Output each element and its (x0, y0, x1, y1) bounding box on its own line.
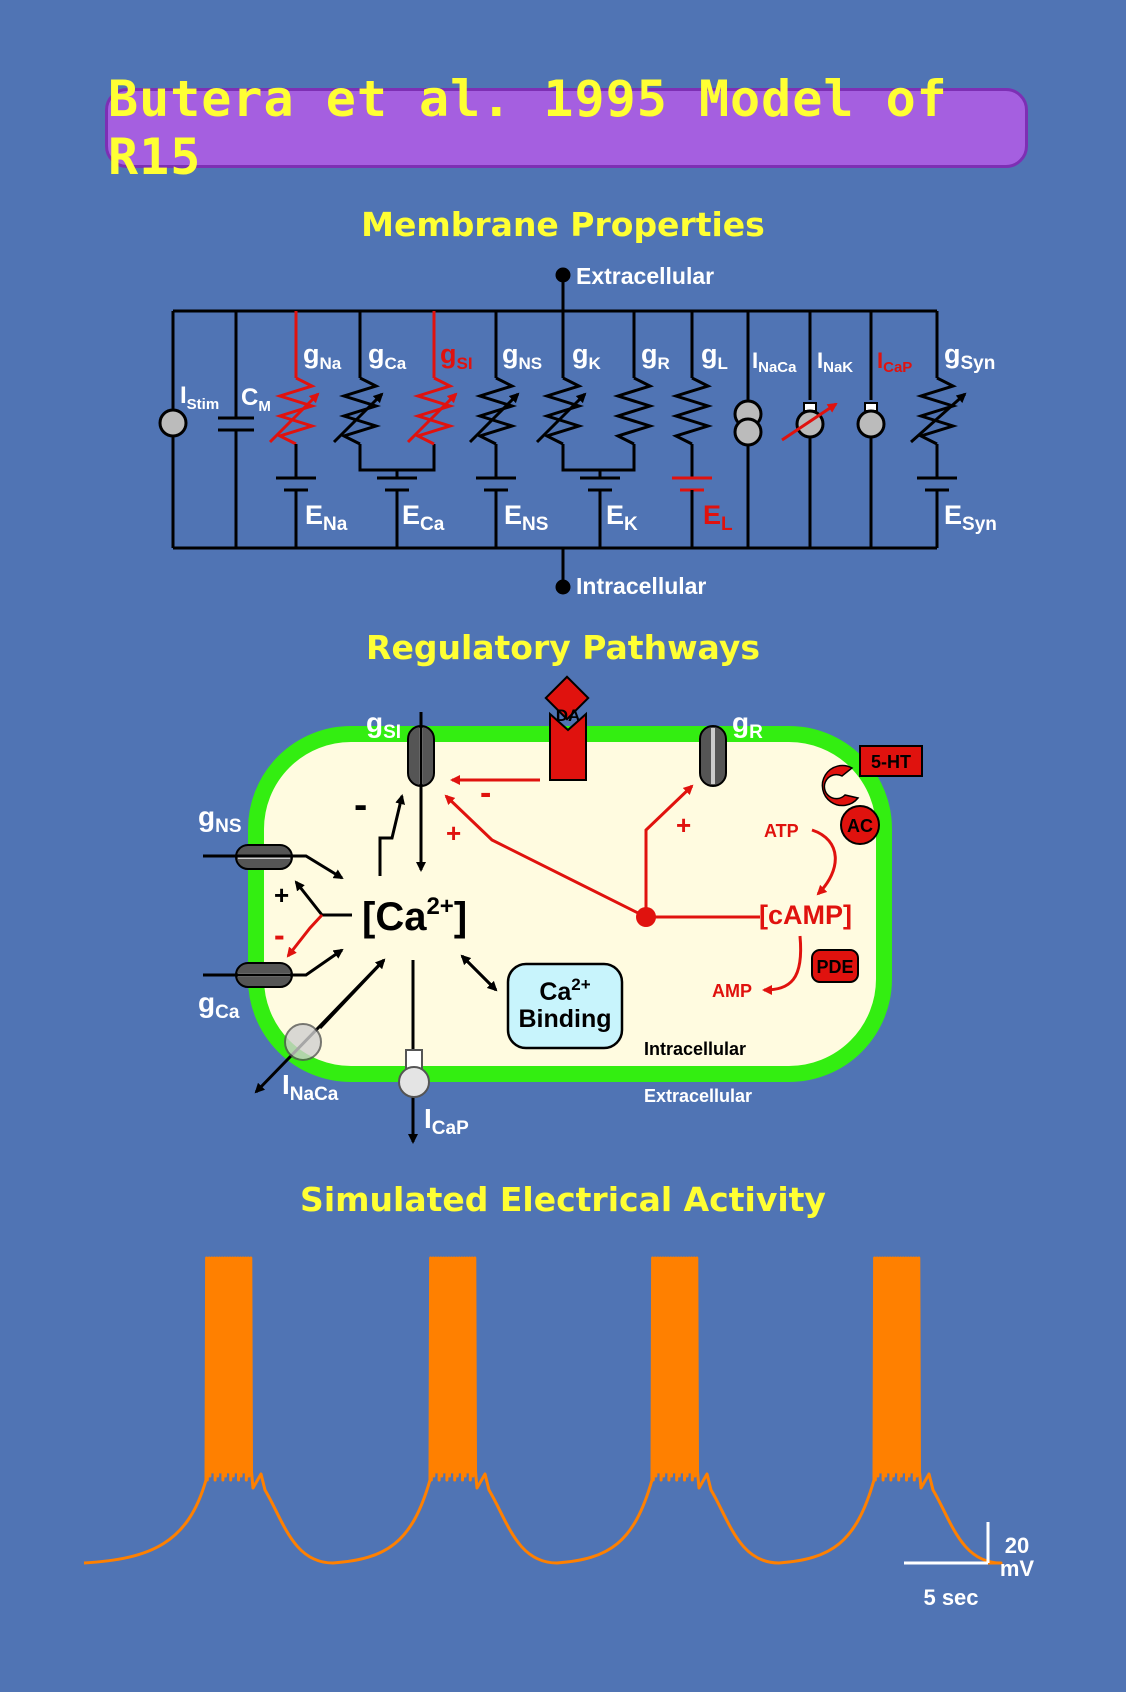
label-i-naca: INaCa (752, 348, 797, 376)
scale-voltage-value: 20 (1005, 1533, 1029, 1558)
atp-label: ATP (764, 821, 799, 841)
arrow-atp-camp (811, 828, 837, 896)
cell-extracellular-label: Extracellular (644, 1086, 752, 1106)
ca-binding-box (506, 962, 624, 1050)
ac-label: AC (847, 816, 873, 836)
extracellular-node (555, 267, 571, 283)
label-e-na: ENa (305, 500, 348, 535)
sign-minus-gsi: - (354, 783, 367, 827)
pde-label: PDE (816, 957, 853, 977)
circuit-extracellular-label: Extracellular (576, 263, 714, 289)
scale-time-label: 5 sec (923, 1585, 978, 1610)
label-g-ns: gNS (502, 339, 542, 373)
reg-label-g-ns: gNS (198, 801, 242, 837)
circuit-intracellular-label: Intracellular (576, 573, 706, 599)
ht-label: 5-HT (871, 752, 911, 772)
camp-label: [cAMP] (759, 900, 852, 930)
amp-label: AMP (712, 981, 752, 1001)
da-ligand (544, 675, 590, 721)
trace-line (83, 1256, 1003, 1565)
da-receptor (549, 711, 587, 781)
label-c-m: CM (241, 384, 271, 415)
ht-receptor (821, 764, 860, 807)
label-i-stim: IStim (180, 382, 219, 413)
sign-plus-gns: + (274, 880, 289, 910)
label-e-syn: ESyn (944, 500, 997, 535)
simulated-activity-heading: Simulated Electrical Activity (300, 1180, 826, 1219)
stim-source (158, 408, 188, 438)
label-g-l: gL (701, 339, 728, 373)
ht-box (859, 745, 923, 777)
arrow-camp-amp (762, 935, 803, 995)
arrow-camp-gr (644, 784, 694, 917)
ac-enzyme (840, 805, 880, 845)
label-g-syn: gSyn (944, 339, 995, 374)
membrane-properties-heading: Membrane Properties (361, 205, 765, 244)
arrow-gns-influx (203, 854, 344, 880)
arrow-ca-to-gsi (378, 794, 406, 876)
regulatory-pathways-heading: Regulatory Pathways (366, 628, 760, 667)
sign-minus-da: - (480, 774, 491, 812)
scale-bar (904, 1522, 990, 1565)
label-e-ca: ECa (402, 500, 445, 535)
scale-voltage-unit: mV (1000, 1556, 1035, 1581)
binding-label-bottom: Binding (518, 1005, 611, 1033)
channel-g-r (699, 725, 727, 787)
sign-plus-gsi: + (446, 818, 461, 848)
reg-label-g-r: gR (732, 707, 763, 743)
label-g-na: gNa (303, 339, 342, 373)
sign-minus-gca: - (274, 917, 285, 953)
label-e-k: EK (606, 500, 638, 535)
title-banner: Butera et al. 1995 Model of R15 (105, 70, 1028, 186)
camp-node (636, 907, 656, 927)
membrane-potential-trace (83, 1256, 1003, 1565)
reg-label-g-ca: gCa (198, 987, 240, 1023)
label-i-nak: INaK (817, 348, 853, 376)
arrow-gca-influx (203, 948, 344, 977)
ca-concentration-label: [Ca2+] (362, 893, 467, 939)
pde-enzyme (811, 949, 859, 983)
reg-label-i-cap: ICaP (424, 1103, 469, 1139)
regulatory-diagram (203, 675, 923, 1144)
arrow-naca-out (254, 958, 386, 1094)
label-e-l: EL (703, 500, 733, 535)
membrane-circuit (158, 267, 967, 595)
reg-label-i-naca: INaCa (282, 1069, 339, 1105)
cap-pump (398, 1066, 430, 1098)
page-title: Butera et al. 1995 Model of R15 (108, 70, 948, 186)
arrow-camp-gsi (444, 794, 647, 919)
arrow-binding-back (460, 954, 498, 992)
da-label: DA (556, 706, 581, 725)
label-i-cap: ICaP (877, 348, 912, 376)
naca-exchanger (284, 1023, 322, 1061)
arrow-ca-minus-gca (286, 913, 324, 958)
cell-intracellular-label: Intracellular (644, 1039, 746, 1059)
reg-label-g-si: gSI (366, 707, 401, 743)
label-g-si: gSI (440, 339, 473, 373)
label-g-ca: gCa (368, 339, 407, 373)
label-g-r: gR (641, 339, 670, 373)
sign-plus-gr: + (676, 810, 691, 840)
binding-label-top: Ca2+ (539, 975, 590, 1006)
label-e-ns: ENS (504, 500, 548, 535)
label-g-k: gK (572, 339, 602, 373)
intracellular-node (555, 579, 571, 595)
